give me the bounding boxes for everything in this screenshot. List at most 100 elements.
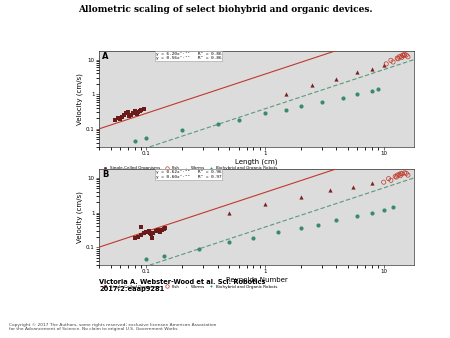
Point [393,174,400,180]
Point [400,53,408,58]
Point [398,55,405,60]
Point [133,111,140,117]
Point [140,231,147,236]
Point [394,172,401,178]
Point [354,213,361,219]
Text: A: A [102,52,108,61]
Point [130,110,137,116]
Point [397,173,404,178]
Point [115,116,122,121]
Point [405,172,412,178]
Point [401,52,408,57]
Point [116,117,123,122]
Text: y = 0.62x¹·²²   R² = 0.96
y = 0.60x¹·²²   R² = 0.97: y = 0.62x¹·²² R² = 0.96 y = 0.60x¹·²² R²… [156,170,221,178]
Point [403,52,410,58]
Point [354,69,361,74]
Point [396,172,403,177]
Point [178,128,185,133]
Point [261,111,269,116]
Point [354,92,361,97]
Point [126,113,133,118]
Y-axis label: Velocity (cm/s): Velocity (cm/s) [77,191,83,243]
Point [397,171,405,176]
Point [131,138,138,144]
Point [397,53,405,59]
Point [137,107,144,113]
Point [339,95,346,100]
Point [143,257,150,262]
Point [297,103,304,109]
Point [394,56,401,62]
Point [349,184,356,190]
Point [128,112,135,117]
X-axis label: Reynolds Number: Reynolds Number [225,277,288,283]
Point [131,109,138,114]
Point [380,62,387,68]
Point [326,187,333,193]
Point [154,227,162,233]
Point [152,228,159,234]
Point [333,218,340,223]
Point [380,179,387,185]
Point [148,235,156,240]
Point [385,176,392,181]
Point [369,66,376,71]
Point [145,228,153,233]
Point [392,174,399,179]
Text: Copyright © 2017 The Authors, some rights reserved; exclusive licensee American : Copyright © 2017 The Authors, some right… [9,323,216,331]
Point [387,57,395,63]
Point [134,109,141,115]
Point [380,207,387,213]
Point [225,239,233,245]
Text: Allometric scaling of select biohybrid and organic devices.: Allometric scaling of select biohybrid a… [78,5,372,14]
Point [134,234,141,239]
Point [124,110,131,115]
Point [403,171,410,176]
Point [123,111,130,116]
X-axis label: Length (cm): Length (cm) [235,159,278,166]
Point [382,61,390,67]
Point [112,117,119,123]
Point [143,229,150,234]
Point [160,226,167,232]
Point [282,107,289,113]
Point [140,106,147,112]
Y-axis label: Velocity (cm/s): Velocity (cm/s) [77,73,83,125]
Point [399,52,406,58]
Point [162,226,169,231]
Point [396,54,403,59]
Point [405,54,412,59]
Point [143,135,150,141]
Point [261,201,269,207]
Point [196,246,203,251]
Point [297,194,304,200]
Point [225,210,233,215]
Point [121,113,128,118]
Point [148,231,155,237]
Point [131,236,138,241]
Point [118,114,125,120]
Point [158,227,165,233]
Legend: Single-Celled Organisms, Fish, Worms, Biohybrid and Organic Robots: Single-Celled Organisms, Fish, Worms, Bi… [101,285,278,289]
Point [309,83,316,88]
Point [315,222,322,227]
Text: y = 6.20x¹·¹¹   R² = 0.86
y = 0.56x¹·¹¹   R² = 0.86: y = 6.20x¹·¹¹ R² = 0.86 y = 0.56x¹·¹¹ R²… [156,52,221,60]
Point [387,177,395,183]
Point [369,180,376,186]
Point [399,171,406,176]
Point [390,205,397,210]
Text: Victoria A. Webster-Wood et al. Sci. Robotics
2017;2:eaap9281: Victoria A. Webster-Wood et al. Sci. Rob… [99,279,266,292]
Point [136,108,143,114]
Point [394,55,401,61]
Point [137,233,144,238]
Point [318,99,325,105]
Point [156,230,163,235]
Legend: Single-Celled Organisms, Fish, Worms, Biohybrid and Organic Robots: Single-Celled Organisms, Fish, Worms, Bi… [101,166,278,170]
Point [390,59,397,65]
Point [282,92,289,97]
Point [375,87,382,92]
Point [214,121,221,126]
Point [147,231,154,236]
Point [137,224,144,230]
Point [369,89,376,94]
